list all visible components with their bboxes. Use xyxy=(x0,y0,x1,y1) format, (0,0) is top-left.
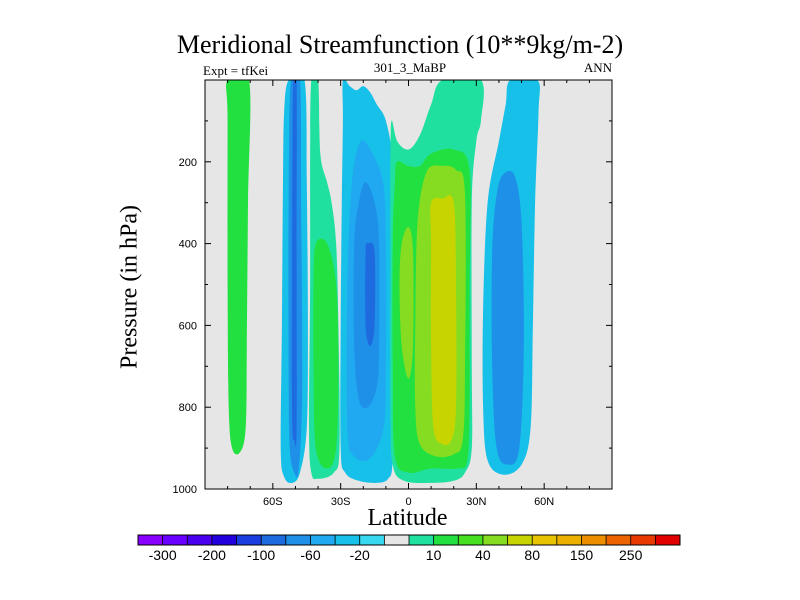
subtitle-right: ANN xyxy=(583,60,612,75)
subtitle-left: Expt = tfKei xyxy=(203,63,269,78)
contour-nh-sh-lime xyxy=(399,227,414,379)
colorbar-swatch xyxy=(335,535,361,545)
x-tick-label: 60N xyxy=(534,496,554,508)
contour-sh-polar-deep-blue xyxy=(291,80,297,447)
colorbar-swatch xyxy=(409,535,434,545)
subtitle-center: 301_3_MaBP xyxy=(373,60,447,75)
colorbar-label: 40 xyxy=(475,547,491,563)
y-tick-label: 1000 xyxy=(173,484,197,496)
colorbar-swatch xyxy=(556,535,582,545)
colorbar-swatch xyxy=(482,535,508,545)
colorbar-swatch xyxy=(261,535,287,545)
chart-title: Meridional Streamfunction (10**9kg/m-2) xyxy=(176,30,624,59)
y-tick-label: 400 xyxy=(179,239,197,251)
colorbar-swatch xyxy=(359,535,385,545)
contour-sh-hadley-core xyxy=(365,242,376,346)
colorbar-label: -20 xyxy=(350,547,370,563)
x-tick-label: 30S xyxy=(331,496,351,508)
colorbar-swatch xyxy=(310,535,336,545)
contour-sh-ferrel-green xyxy=(313,238,339,469)
axes: 60S 30S 0 30N 60N 200 400 600 800 1000 xyxy=(173,79,613,508)
colorbar-swatch xyxy=(236,535,262,545)
y-tick-label: 600 xyxy=(179,320,197,332)
colorbar-swatch xyxy=(532,535,558,545)
contour-nh-hadley-yellow xyxy=(430,195,457,446)
colorbar-label: -300 xyxy=(149,547,177,563)
x-tick-label: 0 xyxy=(405,496,411,508)
colorbar-frame xyxy=(137,534,681,546)
colorbar: -300 -200 -100 -60 -20 10 40 80 150 250 xyxy=(137,534,681,563)
colorbar-swatch xyxy=(211,535,237,545)
colorbar-swatch xyxy=(384,535,410,545)
x-axis-label: Latitude xyxy=(367,505,448,531)
x-tick-label: 60S xyxy=(263,496,283,508)
colorbar-label: 250 xyxy=(619,547,643,563)
colorbar-swatch xyxy=(138,535,163,545)
contour-sh-polar-green xyxy=(226,80,251,455)
colorbar-swatch xyxy=(187,535,213,545)
colorbar-swatch xyxy=(458,535,484,545)
contour-nh-inner-blue xyxy=(491,170,524,465)
colorbar-swatch xyxy=(285,535,311,545)
colorbar-swatch xyxy=(606,535,632,545)
colorbar-label: 80 xyxy=(524,547,540,563)
colorbar-label: 150 xyxy=(570,547,594,563)
plot-area xyxy=(205,80,612,489)
colorbar-swatch xyxy=(630,535,656,545)
colorbar-swatch xyxy=(433,535,459,545)
y-tick-label: 200 xyxy=(179,157,197,169)
colorbar-label: -200 xyxy=(198,547,226,563)
x-tick-label: 30N xyxy=(466,496,486,508)
colorbar-label: 10 xyxy=(426,547,442,563)
colorbar-swatch xyxy=(581,535,607,545)
colorbar-swatch xyxy=(507,535,533,545)
y-tick-label: 800 xyxy=(179,402,197,414)
colorbar-swatch xyxy=(655,535,681,545)
colorbar-swatch xyxy=(162,535,188,545)
colorbar-label: -100 xyxy=(247,547,275,563)
colorbar-label: -60 xyxy=(300,547,320,563)
